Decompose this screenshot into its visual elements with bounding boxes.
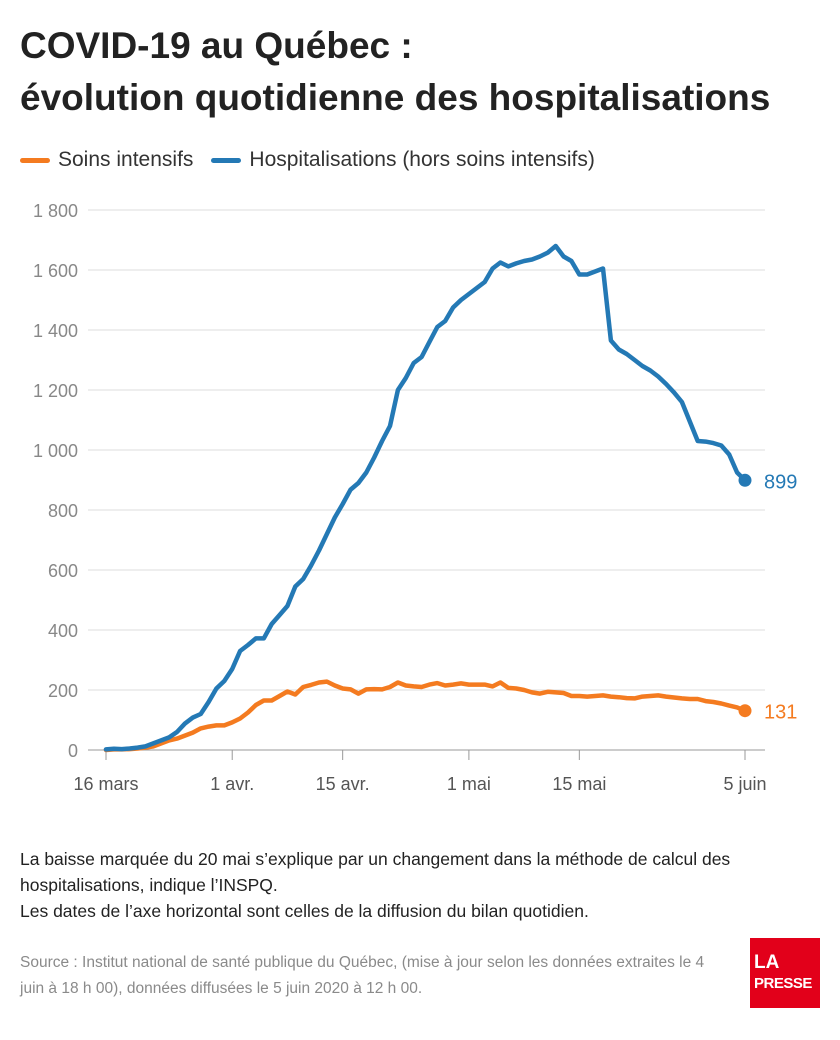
logo-line-2: PRESSE — [754, 975, 812, 992]
y-tick-label: 600 — [48, 561, 78, 581]
legend-label-hosp: Hospitalisations (hors soins intensifs) — [249, 148, 595, 171]
legend-item-hosp: Hospitalisations (hors soins intensifs) — [211, 148, 595, 172]
chart-note: La baisse marquée du 20 mai s’explique p… — [20, 846, 830, 924]
y-tick-label: 400 — [48, 621, 78, 641]
legend-item-icu: Soins intensifs — [20, 148, 193, 172]
end-point-soins-intensifs — [738, 704, 752, 718]
y-tick-label: 0 — [68, 741, 78, 761]
end-label-soins-intensifs: 131 — [764, 702, 797, 724]
y-tick-label: 1 800 — [33, 201, 78, 221]
y-tick-label: 1 400 — [33, 321, 78, 341]
y-tick-label: 1 200 — [33, 381, 78, 401]
series-line-soins-intensifs — [103, 679, 748, 753]
chart-legend: Soins intensifs Hospitalisations (hors s… — [20, 148, 613, 172]
x-tick-label: 5 juin — [723, 774, 766, 794]
end-label-hospitalisations: 899 — [764, 471, 797, 493]
y-tick-label: 200 — [48, 681, 78, 701]
y-tick-label: 1 600 — [33, 261, 78, 281]
logo-line-1: LA — [754, 952, 780, 973]
note-line-2: Les dates de l’axe horizontal sont celle… — [20, 901, 589, 921]
line-chart: 0 200 400 600 800 1 000 1 200 1 400 1 600 1 800 16… — [33, 201, 797, 794]
chart-title-line-1: COVID-19 au Québec : — [20, 25, 413, 66]
series-line-hospitalisations — [103, 243, 748, 752]
source-text: Source : Institut national de santé publ… — [20, 954, 705, 997]
x-tick-label: 16 mars — [73, 774, 138, 794]
y-tick-label: 1 000 — [33, 441, 78, 461]
legend-swatch-hosp — [211, 157, 242, 163]
x-tick-label: 15 mai — [552, 774, 606, 794]
x-tick-label: 15 avr. — [316, 774, 370, 794]
y-tick-label: 800 — [48, 501, 78, 521]
la-presse-logo: LA PRESSE — [750, 938, 820, 1008]
end-point-hospitalisations — [738, 473, 752, 487]
legend-swatch-icu — [20, 157, 50, 163]
chart-title: COVID-19 au Québec : évolution quotidien… — [20, 20, 820, 124]
x-tick-label: 1 mai — [447, 774, 491, 794]
chart-title-line-2: évolution quotidienne des hospitalisatio… — [20, 77, 771, 118]
x-tick-label: 1 avr. — [210, 774, 254, 794]
note-line-1: La baisse marquée du 20 mai s’explique p… — [20, 849, 731, 895]
legend-label-icu: Soins intensifs — [58, 148, 194, 171]
